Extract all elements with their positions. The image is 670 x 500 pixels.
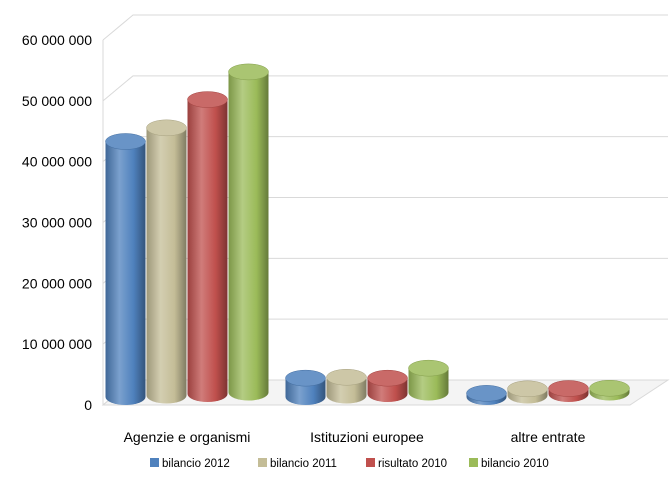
legend-swatch [469, 458, 478, 467]
bars [105, 63, 630, 405]
bar [548, 380, 589, 402]
bar-top [326, 369, 367, 386]
bar-top [105, 133, 146, 150]
legend-item: bilancio 2010 [469, 458, 549, 470]
bar-top [285, 369, 326, 387]
y-tick-label: 10 000 000 [22, 336, 92, 352]
bar-top [548, 380, 589, 397]
bar [105, 133, 146, 405]
legend-item: bilancio 2012 [150, 458, 230, 470]
legend-label: bilancio 2010 [481, 458, 549, 470]
bar-body [146, 127, 187, 404]
bar-top [507, 380, 548, 398]
x-category-label: Istituzioni europee [310, 429, 424, 445]
legend-item: bilancio 2011 [258, 458, 337, 470]
x-category-label: Agenzie e organismi [124, 429, 251, 445]
x-axis-category-labels: Agenzie e organismi Istituzioni europee al… [124, 429, 586, 445]
bar [326, 369, 367, 404]
bar-top [187, 91, 228, 108]
bar-top [367, 369, 408, 387]
bar [187, 91, 228, 403]
bar [507, 380, 548, 404]
y-tick-label: 30 000 000 [22, 215, 92, 231]
bar [228, 63, 269, 401]
y-tick-label: 0 [84, 397, 92, 413]
bar-body [187, 99, 228, 403]
bar [589, 379, 630, 401]
legend-swatch [366, 458, 375, 467]
bar [285, 369, 326, 405]
bar-top [228, 63, 269, 81]
bar [146, 119, 187, 404]
gridline [102, 14, 668, 41]
bar-body [228, 71, 269, 401]
legend-label: bilancio 2011 [270, 458, 337, 470]
bar [408, 359, 449, 401]
y-tick-label: 40 000 000 [22, 154, 92, 170]
legend-label: bilancio 2012 [162, 458, 230, 470]
legend-swatch [258, 458, 267, 467]
x-category-label: altre entrate [511, 429, 586, 445]
bar-top [466, 385, 507, 402]
bar-top [408, 359, 449, 377]
y-axis-tick-labels: 0 10 000 000 20 000 000 30 000 000 40 000 00… [22, 32, 92, 413]
y-tick-label: 20 000 000 [22, 275, 92, 291]
y-tick-label: 50 000 000 [22, 93, 92, 109]
bar-top [146, 119, 187, 137]
legend-swatch [150, 458, 159, 467]
bar-top [589, 379, 630, 397]
legend-label: risultato 2010 [378, 458, 447, 470]
y-tick-label: 60 000 000 [22, 32, 92, 48]
gridline [102, 75, 668, 102]
legend-item: risultato 2010 [366, 458, 447, 470]
bar-body [408, 368, 449, 401]
bar-body [105, 141, 146, 405]
bar [466, 385, 507, 405]
legend: bilancio 2012 bilancio 2011 risultato 2010… [150, 458, 549, 470]
bar [367, 369, 408, 402]
